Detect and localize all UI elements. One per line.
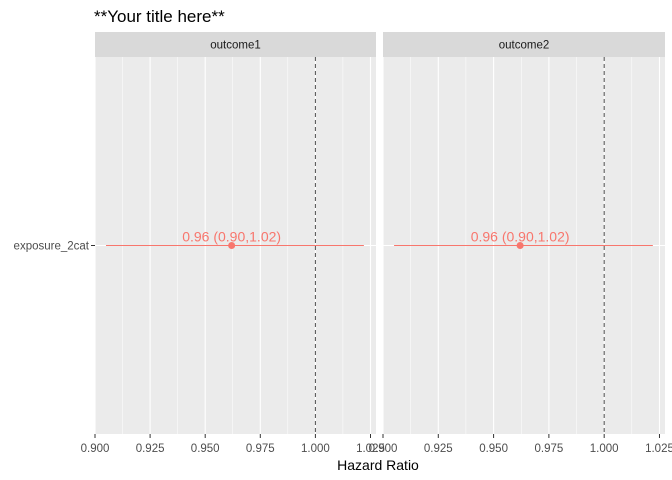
x-tick-label: 0.950 bbox=[191, 443, 220, 455]
estimate-label: 0.96 (0.90,1.02) bbox=[471, 229, 570, 245]
point-estimate bbox=[228, 242, 236, 249]
facet-strip bbox=[383, 32, 665, 57]
x-tick-label: 0.975 bbox=[534, 443, 563, 455]
y-tick-label: exposure_2cat bbox=[14, 241, 90, 253]
facet-panel-1: outcome1 0.96 (0.90,1.02) 0.900 0.925 0.950 0… bbox=[14, 32, 385, 455]
x-tick-label: 0.925 bbox=[424, 443, 453, 455]
estimate-label: 0.96 (0.90,1.02) bbox=[182, 229, 281, 245]
chart-title: **Your title here** bbox=[94, 7, 225, 26]
facet-strip-label: outcome1 bbox=[210, 40, 261, 52]
x-tick-label: 0.900 bbox=[369, 443, 398, 455]
x-tick-label: 0.925 bbox=[136, 443, 165, 455]
facet-panel-2: outcome2 0.96 (0.90,1.02) 0.900 0.925 0.950 0… bbox=[369, 32, 672, 455]
x-axis-title: Hazard Ratio bbox=[337, 457, 419, 473]
x-tick-label: 1.025 bbox=[645, 443, 672, 455]
facet-strip bbox=[95, 32, 376, 57]
facet-panels: outcome1 0.96 (0.90,1.02) 0.900 0.925 0.950 0… bbox=[14, 32, 672, 455]
x-tick-label: 1.025 bbox=[356, 443, 385, 455]
point-estimate bbox=[516, 242, 524, 249]
facet-strip-label: outcome2 bbox=[499, 40, 550, 52]
x-tick-label: 1.000 bbox=[301, 443, 330, 455]
x-tick-label: 0.975 bbox=[246, 443, 275, 455]
x-tick-label: 0.900 bbox=[81, 443, 110, 455]
x-tick-label: 1.000 bbox=[590, 443, 619, 455]
x-tick-label: 0.950 bbox=[479, 443, 508, 455]
